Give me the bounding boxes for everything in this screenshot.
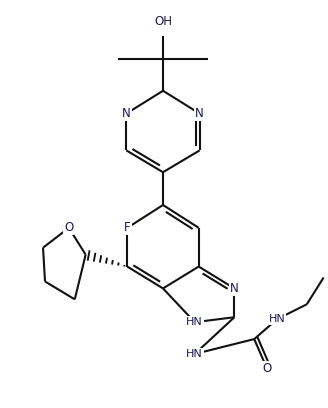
Text: O: O xyxy=(262,362,272,375)
Text: HN: HN xyxy=(269,314,285,324)
Text: N: N xyxy=(195,107,204,120)
Text: F: F xyxy=(124,221,131,234)
Text: HN: HN xyxy=(186,349,203,359)
Text: N: N xyxy=(122,107,131,120)
Text: O: O xyxy=(64,221,73,234)
Text: HN: HN xyxy=(186,317,203,327)
Text: N: N xyxy=(230,282,239,295)
Text: OH: OH xyxy=(154,15,172,28)
